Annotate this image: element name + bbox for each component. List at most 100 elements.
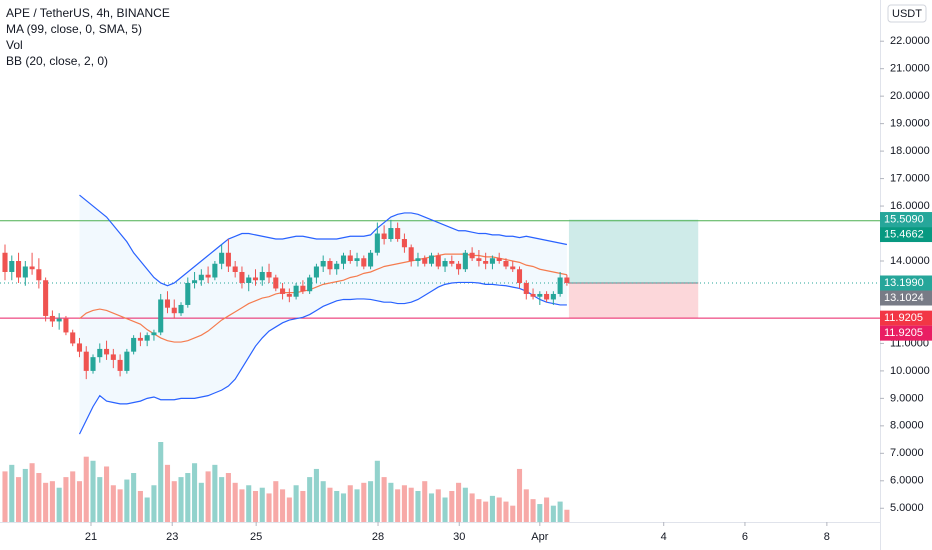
bb-lower-line: [78, 281, 567, 435]
candle-body: [29, 266, 35, 270]
volume-bar: [266, 493, 272, 522]
candle-body: [293, 285, 299, 297]
volume-bar: [503, 501, 509, 522]
volume-bar: [2, 471, 8, 522]
price-label-box: [880, 290, 932, 306]
candle-body: [503, 261, 509, 267]
volume-bar: [510, 505, 516, 522]
candle-body: [104, 348, 110, 355]
candle-body: [564, 277, 570, 283]
volume-bar: [347, 485, 353, 522]
volume-bar: [496, 497, 502, 522]
bb-upper-line: [79, 194, 568, 287]
candle-body: [428, 255, 435, 264]
x-tick-label: 4: [661, 531, 667, 543]
candle-body: [395, 228, 401, 240]
price-label-box: [880, 310, 932, 326]
candle-body: [137, 337, 143, 341]
volume-bar: [239, 489, 245, 522]
volume-bar: [56, 487, 62, 522]
volume-bar: [340, 493, 347, 522]
price-label: 11.9205: [884, 312, 923, 324]
volume-bar: [307, 477, 313, 522]
candle-body: [422, 258, 428, 264]
volume-bar: [530, 499, 536, 522]
volume-bar: [374, 460, 380, 522]
candle-body: [544, 293, 550, 300]
candle-body: [225, 252, 231, 267]
volume-bar: [16, 477, 22, 522]
volume-bar: [286, 497, 292, 522]
y-tick-label: 9.0000: [890, 392, 924, 404]
volume-bar: [9, 464, 15, 522]
volume-bar: [544, 497, 550, 522]
y-tick-label: 5.0000: [890, 502, 924, 514]
candle-body: [300, 285, 306, 292]
candle-body: [198, 274, 204, 281]
candle-body: [43, 280, 49, 316]
candle-body: [144, 335, 150, 341]
volume-bar: [198, 482, 204, 522]
volume-bar: [158, 442, 164, 522]
volume-bar: [476, 499, 482, 522]
candle-body: [557, 277, 563, 294]
volume-bar: [70, 471, 76, 522]
plot-area: [0, 194, 880, 522]
volume-bar: [117, 489, 123, 522]
candle-body: [334, 263, 340, 270]
y-tick-label: 10.0000: [890, 365, 930, 377]
volume-bar: [469, 493, 475, 522]
volume-bar: [76, 481, 83, 522]
candle-body: [124, 351, 130, 371]
volume-bar: [97, 477, 103, 522]
indicator-label: BB (20, close, 2, 0): [6, 54, 108, 68]
candle-body: [171, 307, 177, 314]
candle-body: [9, 261, 15, 272]
position-target-zone: [568, 219, 699, 284]
currency-button[interactable]: [887, 4, 927, 23]
candle-body: [185, 282, 191, 305]
price-label: 13.1024: [884, 292, 924, 304]
x-tick-label: 21: [85, 531, 97, 543]
candle-body: [76, 343, 83, 352]
candle-body: [117, 359, 123, 371]
y-tick-label: 20.0000: [890, 90, 930, 102]
candle-body: [266, 271, 272, 278]
volume-bar: [483, 501, 489, 522]
volume-bar: [462, 487, 468, 522]
currency-label[interactable]: USDT: [892, 8, 922, 20]
volume-bar: [516, 468, 523, 522]
volume-bar: [185, 473, 191, 522]
candle-body: [83, 351, 89, 371]
candle-body: [205, 274, 211, 278]
volume-bar: [415, 490, 421, 522]
y-tick-label: 6.0000: [890, 475, 924, 487]
candle-body: [415, 258, 421, 261]
volume-bar: [557, 501, 563, 522]
volume-bar: [489, 495, 495, 522]
candle-body: [340, 255, 347, 264]
candle-body: [347, 255, 353, 261]
candle-body: [286, 293, 292, 297]
volume-bar: [49, 481, 55, 522]
volume-bar: [564, 509, 570, 522]
candle-body: [36, 269, 42, 281]
volume-bar: [334, 490, 340, 522]
y-tick-label: 22.0000: [890, 35, 930, 47]
candle-body: [381, 233, 387, 240]
candle-body: [307, 277, 313, 292]
candle-body: [110, 354, 116, 360]
volume-bar: [550, 505, 556, 522]
volume-bar: [219, 477, 225, 522]
y-tick-label: 21.0000: [890, 63, 930, 75]
volume-bar: [449, 490, 455, 522]
candle-body: [259, 271, 265, 281]
volume-bar: [124, 479, 130, 522]
position-stop-zone: [568, 283, 699, 319]
price-label: 15.4662: [884, 228, 924, 240]
candle-body: [442, 261, 448, 267]
candle-body: [239, 271, 245, 283]
price-label-box: [880, 227, 932, 243]
volume-bar: [273, 481, 279, 522]
